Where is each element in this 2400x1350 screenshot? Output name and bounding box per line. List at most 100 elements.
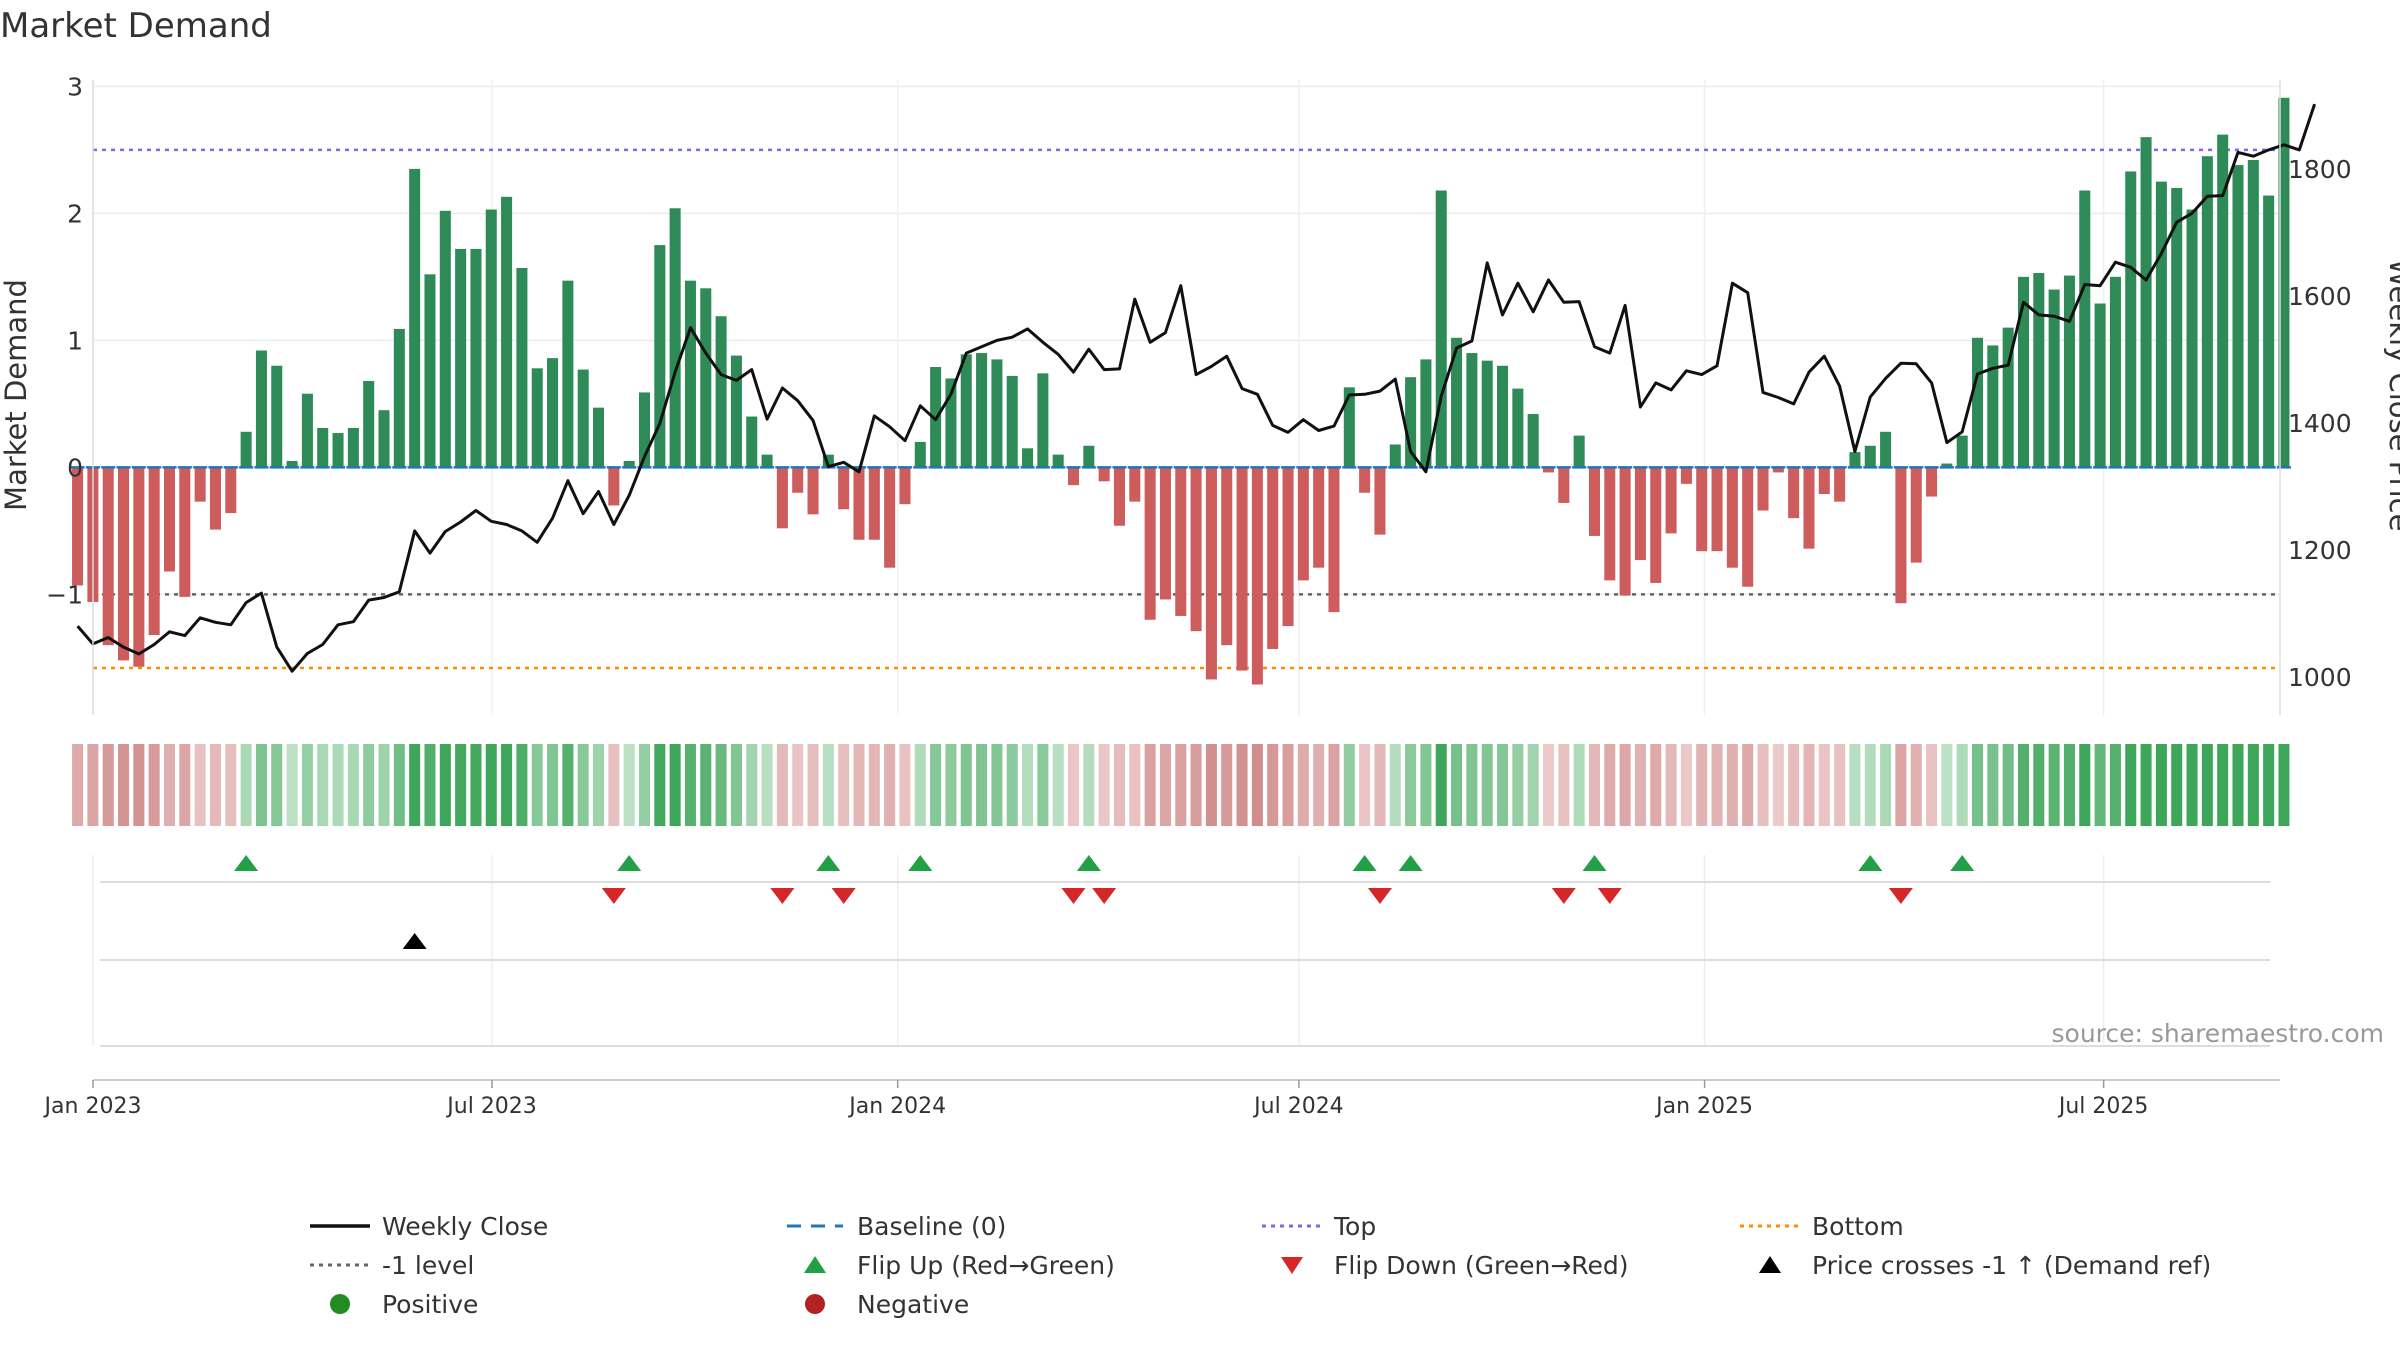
heat-cell — [1389, 744, 1401, 826]
y2-axis-label: Weekly Close Price — [2383, 259, 2400, 532]
positive-bar — [2278, 97, 2290, 468]
heat-cell — [792, 744, 804, 826]
heat-cell — [1588, 744, 1600, 826]
legend-entry: Positive — [330, 1290, 478, 1319]
positive-bar — [2186, 209, 2198, 468]
positive-bar — [501, 196, 513, 468]
positive-bar — [455, 248, 467, 468]
heat-cell — [2278, 744, 2290, 826]
demand-heat-strip — [72, 744, 2290, 826]
y2-tick-label: 1400 — [2288, 409, 2352, 438]
heat-cell — [1328, 744, 1340, 826]
positive-bar — [347, 427, 359, 468]
negative-bar — [1068, 467, 1080, 486]
heat-cell — [102, 744, 114, 826]
heat-cell — [838, 744, 850, 826]
heat-cell — [1941, 744, 1953, 826]
positive-bar — [746, 416, 758, 468]
heat-cell — [1665, 744, 1677, 826]
negative-bar — [1236, 467, 1248, 671]
positive-bar — [654, 245, 666, 468]
positive-bar — [531, 368, 543, 468]
positive-bar — [1451, 337, 1463, 468]
heat-cell — [1190, 744, 1202, 826]
legend-entry: Baseline (0) — [787, 1212, 1006, 1241]
negative-bar — [884, 467, 896, 568]
positive-bar — [2079, 190, 2091, 468]
negative-bar — [1788, 467, 1800, 519]
heat-cell — [317, 744, 329, 826]
heat-cell — [1374, 744, 1386, 826]
heat-cell — [1619, 744, 1631, 826]
heat-cell — [2140, 744, 2152, 826]
negative-bar — [1680, 467, 1692, 484]
heat-cell — [1251, 744, 1263, 826]
negative-bar — [1757, 467, 1769, 511]
heat-cell — [393, 744, 405, 826]
heat-cell — [133, 744, 145, 826]
heat-cell — [148, 744, 160, 826]
negative-bar — [1772, 467, 1784, 473]
negative-bar — [853, 467, 865, 540]
heat-cell — [1680, 744, 1692, 826]
weekly-close-line — [76, 103, 2317, 673]
heat-cell — [991, 744, 1003, 826]
negative-bar — [1803, 467, 1815, 549]
heat-cell — [1864, 744, 1876, 826]
positive-bar — [1083, 445, 1095, 468]
heat-cell — [1037, 744, 1049, 826]
positive-bar — [332, 433, 344, 468]
positive-bar — [1527, 414, 1539, 468]
positive-bar — [914, 441, 926, 468]
heat-cell — [1542, 744, 1555, 826]
positive-bar — [317, 427, 329, 468]
heat-cell — [1267, 744, 1279, 826]
heat-cell — [654, 744, 666, 826]
legend-label: Bottom — [1812, 1212, 1904, 1241]
negative-bar — [102, 467, 114, 646]
heat-cell — [409, 744, 421, 826]
heat-cell — [1343, 744, 1355, 826]
positive-bar — [2217, 134, 2229, 468]
heat-cell — [700, 744, 712, 826]
heat-cell — [1834, 744, 1846, 826]
heat-cell — [1972, 744, 1984, 826]
heat-cell — [531, 744, 543, 826]
flip-up-marker — [816, 855, 841, 871]
positive-bar — [271, 365, 283, 468]
heat-cell — [2033, 744, 2045, 826]
positive-bar — [1037, 373, 1049, 468]
heat-cell — [1788, 744, 1800, 826]
heat-cell — [1144, 744, 1156, 826]
negative-bar — [1221, 467, 1233, 646]
positive-bar — [1497, 365, 1509, 468]
heat-cell — [976, 744, 988, 826]
heat-cell — [1849, 744, 1861, 826]
heat-cell — [1068, 744, 1080, 826]
heat-cell — [1175, 744, 1187, 826]
positive-bar — [976, 353, 988, 468]
heat-cell — [945, 744, 957, 826]
flip-up-marker — [1076, 855, 1101, 871]
demand-bars — [72, 97, 2290, 685]
heat-cell — [1451, 744, 1463, 826]
flip-down-marker — [831, 888, 856, 904]
heat-cell — [424, 744, 436, 826]
x-tick-label: Jul 2023 — [445, 1094, 537, 1119]
heat-cell — [547, 744, 559, 826]
heat-cell — [562, 744, 574, 826]
legend-swatch — [330, 1294, 350, 1314]
positive-bar — [1972, 337, 1984, 468]
negative-bar — [1251, 467, 1263, 685]
positive-bar — [577, 369, 589, 468]
heat-cell — [822, 744, 834, 826]
heat-cell — [2002, 744, 2014, 826]
heat-cell — [960, 744, 972, 826]
flip-down-marker — [1597, 888, 1622, 904]
heat-cell — [1435, 744, 1447, 826]
flip-down-marker — [1888, 888, 1913, 904]
negative-bar — [1267, 467, 1279, 649]
positive-bar — [715, 316, 727, 468]
legend-entry: Top — [1262, 1212, 1376, 1241]
heat-cell — [1236, 744, 1248, 826]
